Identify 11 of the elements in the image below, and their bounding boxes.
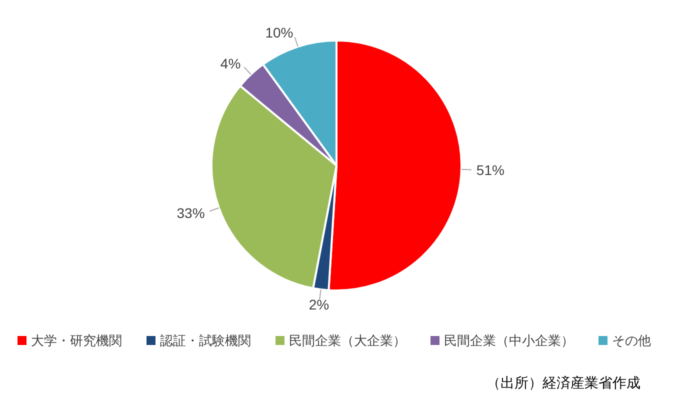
text: （出所）経済産業省作成	[486, 374, 640, 390]
legend-label: 民間企業（中小企業）	[444, 333, 574, 348]
data-label: 2%	[308, 296, 330, 312]
data-label: 10%	[265, 24, 294, 40]
data-label: 33%	[176, 204, 205, 221]
data-label: 51%	[476, 162, 504, 178]
legend-label: 大学・研究機関	[31, 333, 122, 348]
legend-label: その他	[612, 333, 651, 348]
legend-label: 民間企業（大企業）	[289, 333, 406, 348]
data-label: 4%	[220, 55, 241, 72]
legend-label: 認証・試験機関	[160, 333, 251, 348]
